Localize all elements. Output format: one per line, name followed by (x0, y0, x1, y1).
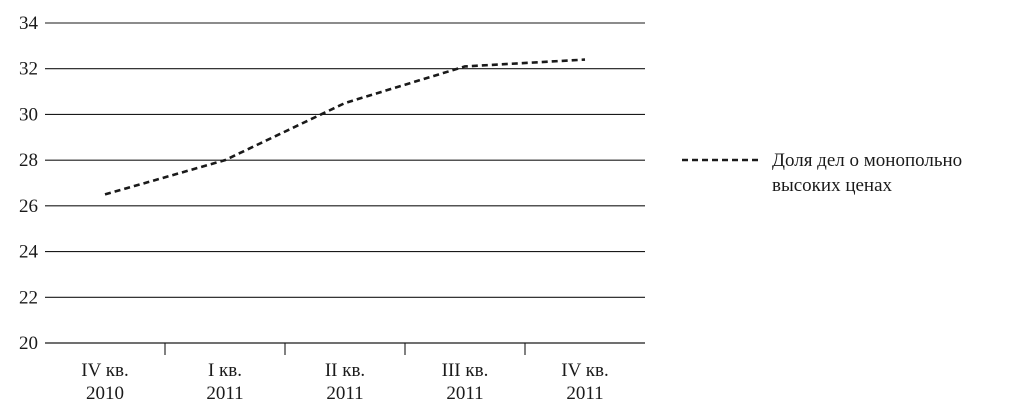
y-tick-label: 34 (19, 13, 39, 34)
x-tick-label: 2011 (566, 383, 603, 404)
y-axis-tick-labels: 20 22 24 26 28 30 32 34 (19, 13, 39, 354)
y-tick-label: 28 (19, 150, 38, 171)
legend-label: высоких ценах (772, 175, 893, 196)
x-tick-label: IV кв. (81, 360, 128, 381)
x-tick-label: 2011 (446, 383, 483, 404)
y-tick-label: 26 (19, 196, 38, 217)
legend-label: Доля дел о монопольно (772, 150, 962, 171)
y-tick-label: 22 (19, 287, 38, 308)
y-tick-label: 30 (19, 104, 38, 125)
y-tick-label: 24 (19, 242, 39, 263)
x-tick-label: II кв. (325, 360, 365, 381)
y-tick-label: 32 (19, 59, 38, 80)
series-lines (104, 58, 586, 196)
x-tick-label: IV кв. (561, 360, 608, 381)
x-axis (45, 342, 645, 355)
x-tick-label: III кв. (442, 360, 489, 381)
grid-lines (45, 22, 645, 298)
x-tick-label: I кв. (208, 360, 242, 381)
x-tick-label: 2010 (86, 383, 124, 404)
series-line (104, 58, 586, 196)
legend: Доля дел о монопольно высоких ценах (682, 150, 962, 196)
y-tick-label: 20 (19, 333, 38, 354)
x-tick-label: 2011 (206, 383, 243, 404)
x-tick-label: 2011 (326, 383, 363, 404)
